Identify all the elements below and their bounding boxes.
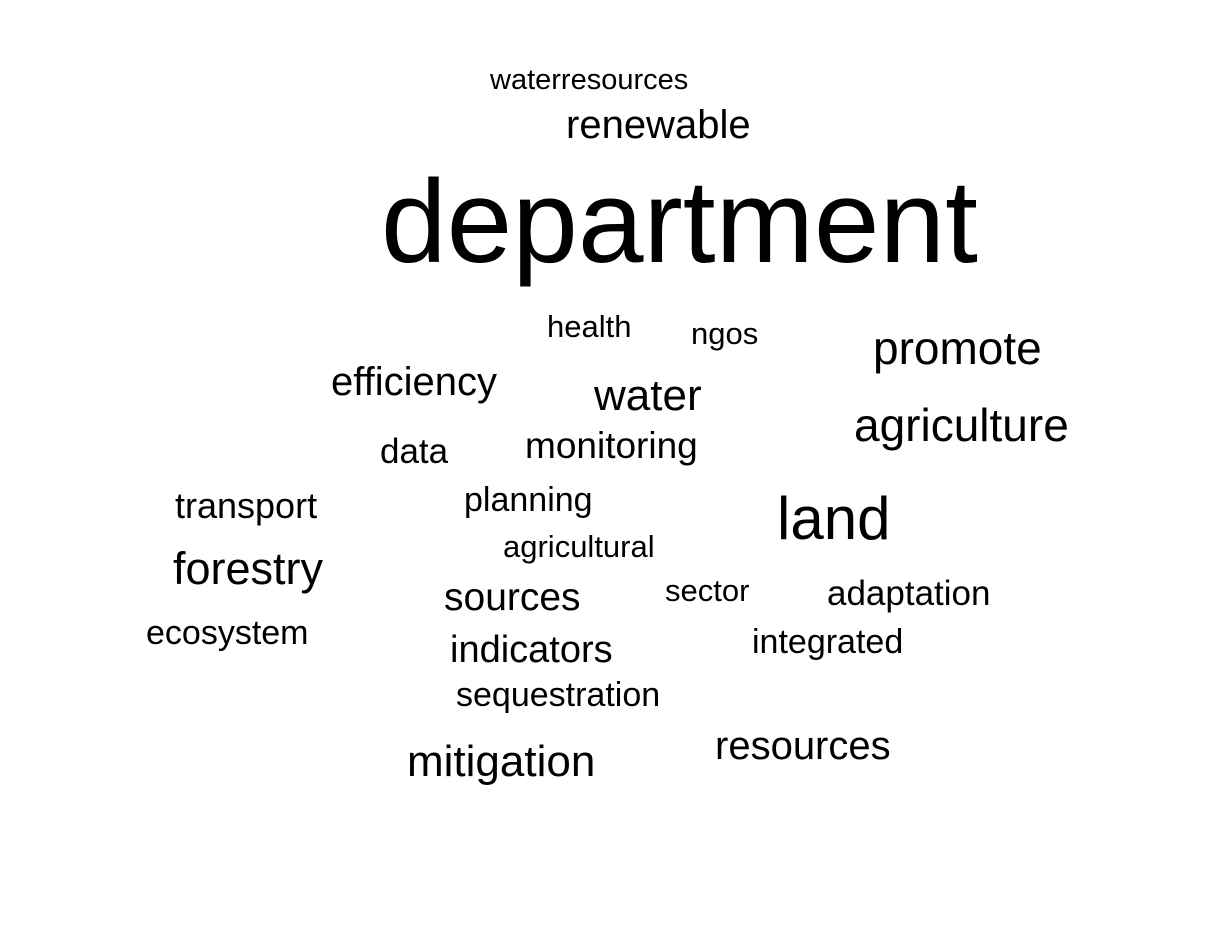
word-waterresources: waterresources — [490, 64, 689, 96]
word-ecosystem: ecosystem — [146, 614, 309, 652]
word-land: land — [777, 485, 891, 552]
word-data: data — [380, 432, 449, 471]
word-forestry: forestry — [173, 543, 324, 594]
word-efficiency: efficiency — [331, 360, 498, 404]
word-sector: sector — [665, 573, 750, 608]
word-indicators: indicators — [450, 629, 613, 671]
word-integrated: integrated — [752, 623, 904, 661]
word-monitoring: monitoring — [525, 425, 698, 466]
word-sequestration: sequestration — [456, 676, 661, 714]
word-mitigation: mitigation — [407, 737, 596, 786]
word-resources: resources — [715, 724, 891, 768]
word-transport: transport — [175, 485, 318, 526]
word-renewable: renewable — [566, 103, 751, 147]
word-water: water — [594, 371, 702, 420]
word-department: department — [381, 156, 978, 288]
word-health: health — [547, 309, 632, 344]
word-planning: planning — [464, 481, 593, 519]
word-sources: sources — [444, 576, 581, 619]
word-agricultural: agricultural — [503, 529, 655, 564]
word-agriculture: agriculture — [854, 399, 1069, 451]
word-ngos: ngos — [691, 316, 759, 351]
word-promote: promote — [873, 322, 1042, 374]
word-adaptation: adaptation — [827, 574, 991, 613]
